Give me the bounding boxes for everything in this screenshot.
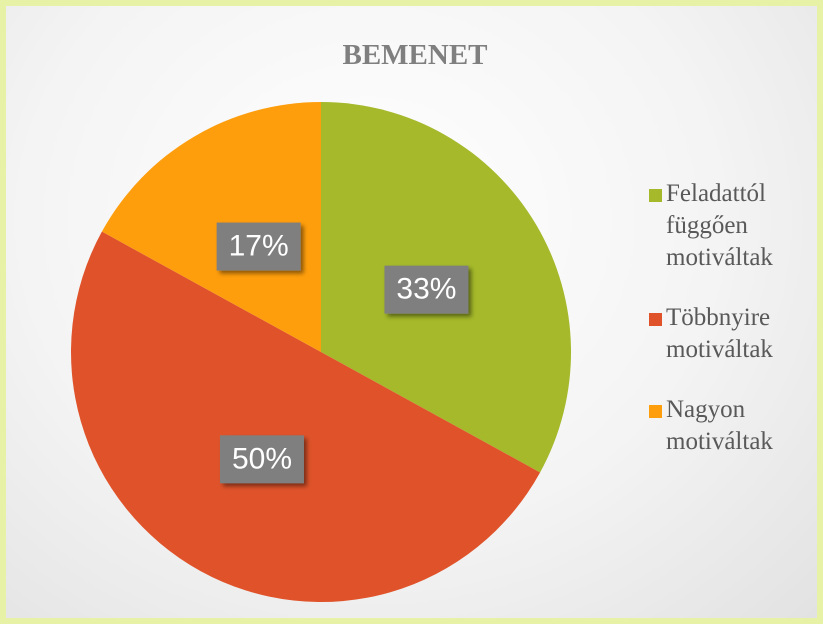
legend-item: Feladattól függően motiváltak <box>649 178 809 274</box>
chart-title: BEMENET <box>342 39 487 71</box>
legend-item: Nagyon motiváltak <box>649 394 809 458</box>
pie-slice <box>101 102 321 352</box>
legend-swatch <box>649 313 662 326</box>
data-label: 17% <box>216 222 301 271</box>
legend: Feladattól függően motiváltak Többnyire m… <box>649 178 809 458</box>
data-label: 33% <box>384 265 469 314</box>
chart: BEMENET 33% 50% 17% <box>71 39 572 602</box>
legend-label: Feladattól függően motiváltak <box>666 180 773 271</box>
legend-label: Nagyon motiváltak <box>666 396 773 455</box>
legend-item: Többnyire motiváltak <box>649 302 809 366</box>
data-label-text: 33% <box>396 273 456 306</box>
pie-slice <box>71 231 541 602</box>
legend-swatch <box>649 189 662 202</box>
data-label-text: 50% <box>232 442 292 475</box>
data-label-box <box>384 265 469 314</box>
legend-swatch <box>649 405 662 418</box>
data-label: 50% <box>219 435 304 484</box>
data-label-box <box>219 435 304 484</box>
data-label-box <box>216 222 301 271</box>
data-label-text: 17% <box>229 229 289 262</box>
legend-label: Többnyire motiváltak <box>666 304 773 363</box>
